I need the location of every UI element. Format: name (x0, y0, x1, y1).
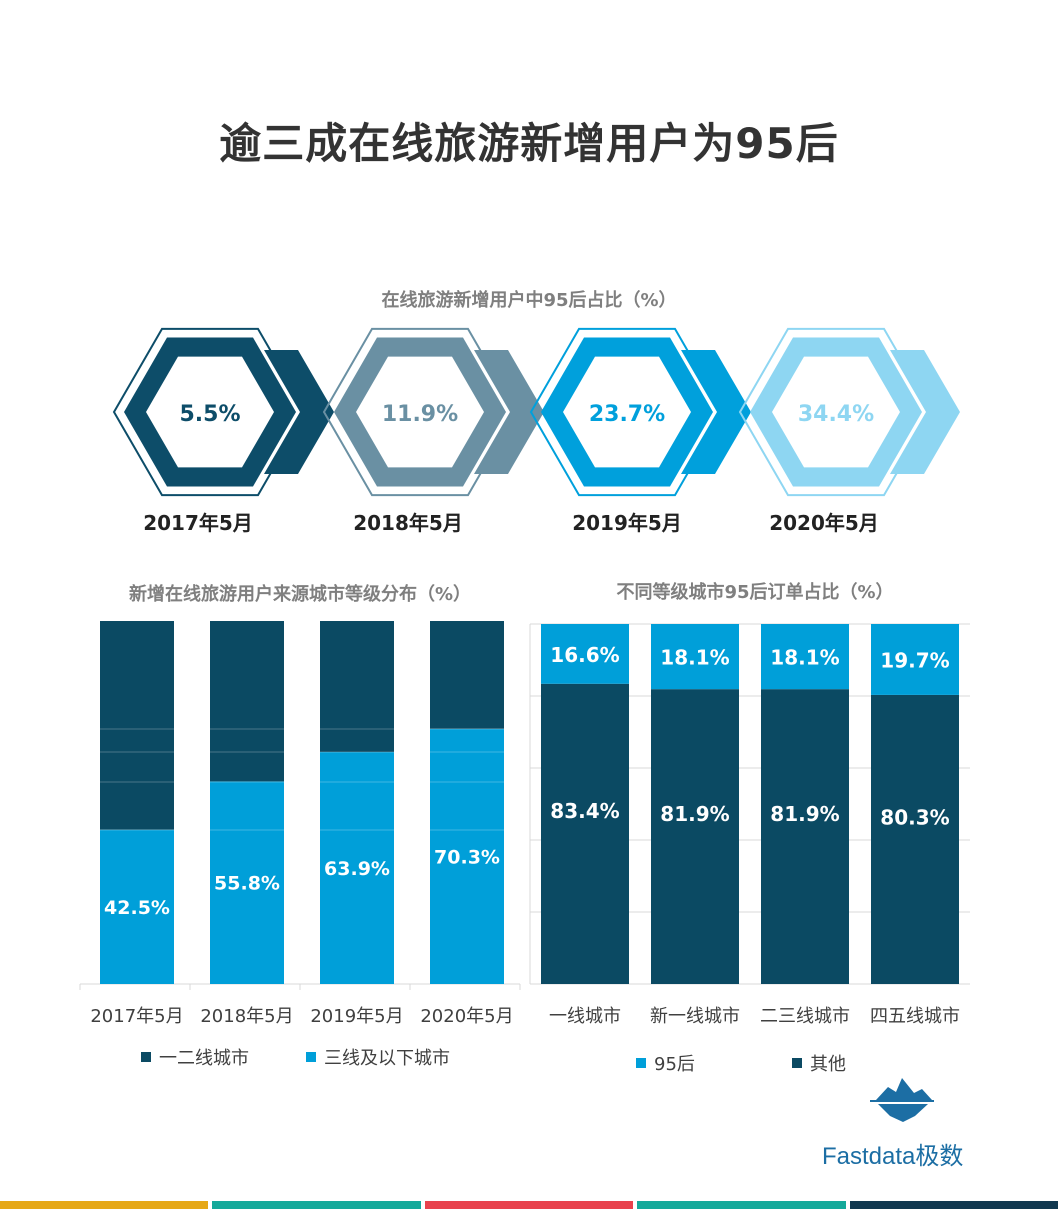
hex-inner (146, 356, 274, 468)
hex-inner (563, 356, 691, 468)
x-tick-label: 2019年5月 (310, 1006, 403, 1027)
bar-tier12 (100, 621, 174, 830)
hex-outer-outline (529, 327, 725, 497)
hex-indicator-3: 23.7% 2019年5月 (529, 327, 751, 535)
x-tick-label: 2020年5月 (420, 1006, 513, 1027)
bar-tier12 (210, 621, 284, 782)
stripe-segment (849, 1201, 1058, 1209)
stripe-segment (212, 1201, 421, 1209)
bar-tier3plus (100, 829, 174, 984)
bar-data-label: 63.9% (324, 858, 390, 880)
hex-section-title: 在线旅游新增用户中95后占比（%） (381, 290, 677, 311)
stripe-segment (424, 1201, 634, 1209)
bar-data-label-bottom: 83.4% (550, 799, 619, 823)
hex-value-label: 23.7% (589, 402, 665, 427)
bar-post95 (871, 624, 959, 695)
hex-period-label: 2019年5月 (572, 511, 682, 535)
bar-tier3plus (320, 752, 394, 984)
legend-item-tier3plus: 三线及以下城市 (306, 1044, 450, 1070)
legend-label-tier3plus: 三线及以下城市 (324, 1048, 450, 1069)
bar-other (871, 694, 959, 984)
hex-period-label: 2017年5月 (143, 511, 253, 535)
hex-value-label: 34.4% (798, 402, 874, 427)
legend-label-tier12: 一二线城市 (159, 1048, 249, 1069)
hex-inner (356, 356, 484, 468)
hex-inner (772, 356, 900, 468)
hex-outer-outline (112, 327, 308, 497)
legend-item-other: 其他 (792, 1050, 846, 1076)
page-title: 逾三成在线旅游新增用户为95后 (219, 119, 839, 168)
bar-post95 (541, 624, 629, 684)
chevron-arrow-icon (264, 350, 334, 474)
bar-post95 (651, 624, 739, 690)
stripe-segment (637, 1201, 846, 1209)
bar-data-label-bottom: 81.9% (660, 802, 729, 826)
x-tick-label: 四五线城市 (870, 1006, 960, 1027)
hex-period-label: 2020年5月 (769, 511, 879, 535)
bar-tier12 (430, 621, 504, 729)
order-share-stacked-bar-chart: 16.6% 83.4% 一线城市 18.1% 81.9% 新一线城市 18.1% 81.9% 二… (529, 623, 970, 1027)
x-tick-label: 新一线城市 (650, 1006, 740, 1027)
city-tier-chart-title: 新增在线旅游用户来源城市等级分布（%） (128, 584, 472, 605)
hex-outer-outline (738, 327, 934, 497)
bottom-color-stripe (0, 1201, 1058, 1209)
bar-tier12 (320, 621, 394, 753)
bar-data-label: 42.5% (104, 897, 170, 919)
hex-indicator-4: 34.4% 2020年5月 (738, 327, 960, 535)
hex-indicator-2: 11.9% 2018年5月 (322, 327, 544, 535)
x-tick-label: 二三线城市 (760, 1006, 850, 1027)
bar-data-label: 55.8% (214, 873, 280, 895)
bar-data-label-bottom: 80.3% (880, 805, 949, 829)
bar-other (541, 683, 629, 984)
hex-value-label: 5.5% (179, 402, 240, 427)
bar-data-label-top: 18.1% (660, 646, 729, 670)
bar-data-label-bottom: 81.9% (770, 802, 839, 826)
legend-item-post95: 95后 (636, 1050, 695, 1076)
bar-data-label-top: 18.1% (770, 646, 839, 670)
hex-indicator-1: 5.5% 2017年5月 (112, 327, 334, 535)
chevron-arrow-icon (890, 350, 960, 474)
x-tick-label: 一线城市 (549, 1006, 621, 1027)
chevron-arrow-icon (681, 350, 751, 474)
x-tick-label: 2018年5月 (200, 1006, 293, 1027)
bar-data-label-top: 16.6% (550, 643, 619, 667)
bar-other (651, 689, 739, 984)
stripe-segment (0, 1201, 209, 1209)
order-share-chart-title: 不同等级城市95后订单占比（%） (616, 582, 894, 603)
legend-swatch-other (792, 1058, 802, 1068)
legend-label-other: 其他 (810, 1054, 846, 1075)
x-tick-label: 2017年5月 (90, 1006, 183, 1027)
bar-post95 (761, 624, 849, 690)
hex-indicator-group: 5.5% 2017年5月 11.9% 2018年5月 23.7% 2019年5月 34.4%… (112, 327, 960, 535)
bar-other (761, 689, 849, 984)
bar-tier3plus (210, 781, 284, 984)
hex-value-label: 11.9% (382, 402, 458, 427)
brand-name: Fastdata极数 (822, 1143, 964, 1170)
bar-data-label: 70.3% (434, 846, 500, 868)
legend-swatch-tier3plus (306, 1052, 316, 1062)
hex-outer-outline (322, 327, 518, 497)
legend-label-post95: 95后 (654, 1054, 695, 1075)
city-tier-stacked-bar-chart: 42.5% 2017年5月 55.8% 2018年5月 63.9% 2019年5月 70.3… (79, 621, 521, 1027)
legend-item-tier12: 一二线城市 (141, 1044, 249, 1070)
bar-data-label-top: 19.7% (880, 648, 949, 672)
bar-tier3plus (430, 728, 504, 984)
hex-period-label: 2018年5月 (353, 511, 463, 535)
legend-swatch-tier12 (141, 1052, 151, 1062)
legend-swatch-post95 (636, 1058, 646, 1068)
